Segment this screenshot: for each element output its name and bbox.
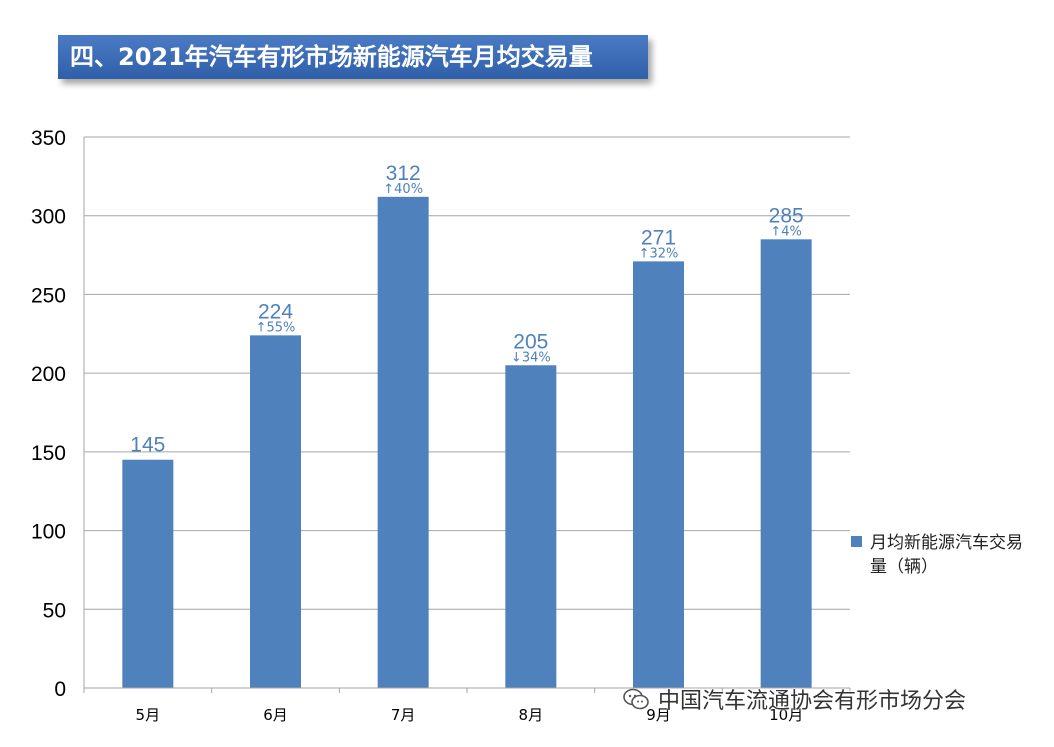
bar-5 — [633, 261, 684, 688]
change-annotation-2: ↑55% — [256, 320, 296, 335]
bar-2 — [250, 335, 301, 688]
legend-label-line1: 月均新能源汽车交易 — [870, 533, 1023, 553]
watermark: 中国汽车流通协会有形市场分会 — [622, 684, 966, 714]
change-annotation-4: ↓34% — [511, 350, 551, 365]
bar-4 — [505, 365, 557, 688]
y-tick-label-100: 100 — [31, 521, 66, 544]
value-label-4: 205 — [513, 330, 548, 353]
x-tick-label-4: 8月 — [519, 706, 544, 724]
value-label-5: 271 — [641, 226, 676, 249]
legend-swatch — [851, 536, 862, 547]
change-annotation-5: ↑32% — [639, 246, 679, 261]
y-tick-label-50: 50 — [43, 599, 66, 622]
value-label-1: 145 — [130, 434, 165, 457]
grid-layer — [84, 136, 850, 689]
wechat-icon — [623, 688, 649, 710]
y-tick-label-0: 0 — [54, 678, 66, 701]
x-tick-label-3: 7月 — [391, 706, 416, 724]
y-tick-label-300: 300 — [31, 206, 66, 229]
bar-6 — [760, 239, 812, 689]
legend: 月均新能源汽车交易 量（辆） — [851, 533, 1023, 577]
value-label-2: 224 — [258, 300, 293, 323]
bar-1 — [122, 459, 174, 688]
chart-title-banner: 四、2021年汽车有形市场新能源汽车月均交易量 — [58, 35, 648, 79]
change-annotation-3: ↑40% — [383, 182, 423, 197]
bar-3 — [377, 196, 429, 688]
y-tick-label-200: 200 — [31, 363, 66, 386]
legend-label-line2: 量（辆） — [870, 557, 938, 577]
y-tick-label-350: 350 — [31, 127, 66, 150]
x-tick-label-6: 10月 — [769, 706, 803, 724]
value-label-3: 312 — [386, 162, 421, 185]
bar-layer: 145 224↑55% 312↑40% 205↓34% 271↑32% 285↑4% — [122, 162, 812, 689]
x-tick-label-5: 9月 — [646, 706, 671, 724]
y-tick-label-150: 150 — [31, 442, 66, 465]
x-tick-label-1: 5月 — [136, 706, 161, 724]
y-tick-label-250: 250 — [31, 284, 66, 307]
x-tick-label-2: 6月 — [263, 706, 288, 724]
change-annotation-6: ↑4% — [770, 224, 802, 239]
chart-title: 四、2021年汽车有形市场新能源汽车月均交易量 — [70, 43, 593, 71]
value-label-6: 285 — [769, 204, 804, 227]
axis-layer: 0 50 100 150 200 250 300 350 5月 6月 7月 8月 9月 10月 — [31, 127, 851, 724]
watermark-text: 中国汽车流通协会有形市场分会 — [658, 689, 967, 714]
